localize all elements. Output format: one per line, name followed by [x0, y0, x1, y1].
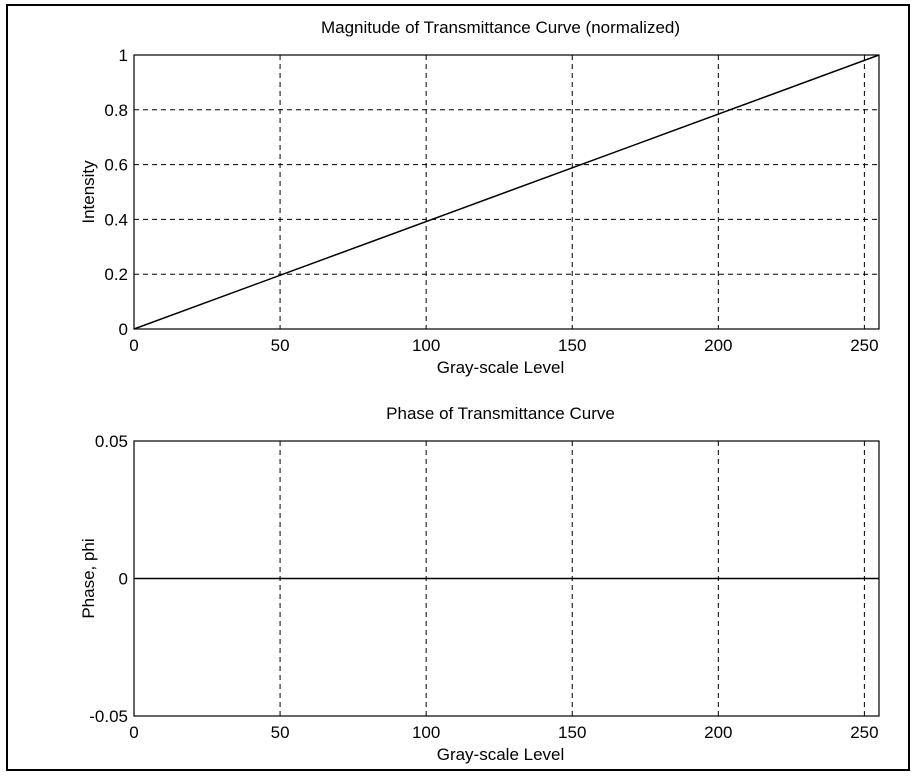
x-tick-label: 200: [704, 723, 732, 742]
y-tick-label: 0.2: [104, 265, 128, 284]
x-tick-label: 250: [850, 723, 878, 742]
y-axis-label: Phase, phi: [79, 538, 98, 618]
x-tick-label: 50: [271, 336, 290, 355]
y-axis-label: Intensity: [79, 160, 98, 224]
x-tick-label: 100: [412, 336, 440, 355]
y-tick-label: 0.8: [104, 101, 128, 120]
figure-frame: [6, 4, 910, 771]
x-tick-label: 150: [558, 723, 586, 742]
x-axis-label: Gray-scale Level: [437, 745, 565, 764]
x-tick-label: 250: [850, 336, 878, 355]
x-tick-label: 200: [704, 336, 732, 355]
y-tick-label: 0: [119, 320, 128, 339]
x-tick-label: 100: [412, 723, 440, 742]
chart-title: Phase of Transmittance Curve: [386, 404, 615, 423]
x-tick-label: 0: [129, 723, 138, 742]
series-line: [133, 54, 880, 330]
x-tick-label: 150: [558, 336, 586, 355]
y-tick-label: 0.6: [104, 156, 128, 175]
y-tick-label: 0.4: [104, 210, 128, 229]
x-tick-label: 50: [271, 723, 290, 742]
chart-1: 0 50 100 150 200 250 0 0.2 0.4 0.6 0.8 1 Magnitude o…: [79, 18, 880, 377]
y-tick-label: -0.05: [89, 707, 128, 726]
y-tick-label: 0.05: [95, 432, 128, 451]
plot-area: [133, 54, 880, 330]
y-tick-label: 1: [119, 46, 128, 65]
x-axis-label: Gray-scale Level: [437, 358, 565, 377]
chart-title: Magnitude of Transmittance Curve (normal…: [321, 18, 680, 37]
y-tick-label: 0: [119, 570, 128, 589]
x-tick-label: 0: [129, 336, 138, 355]
